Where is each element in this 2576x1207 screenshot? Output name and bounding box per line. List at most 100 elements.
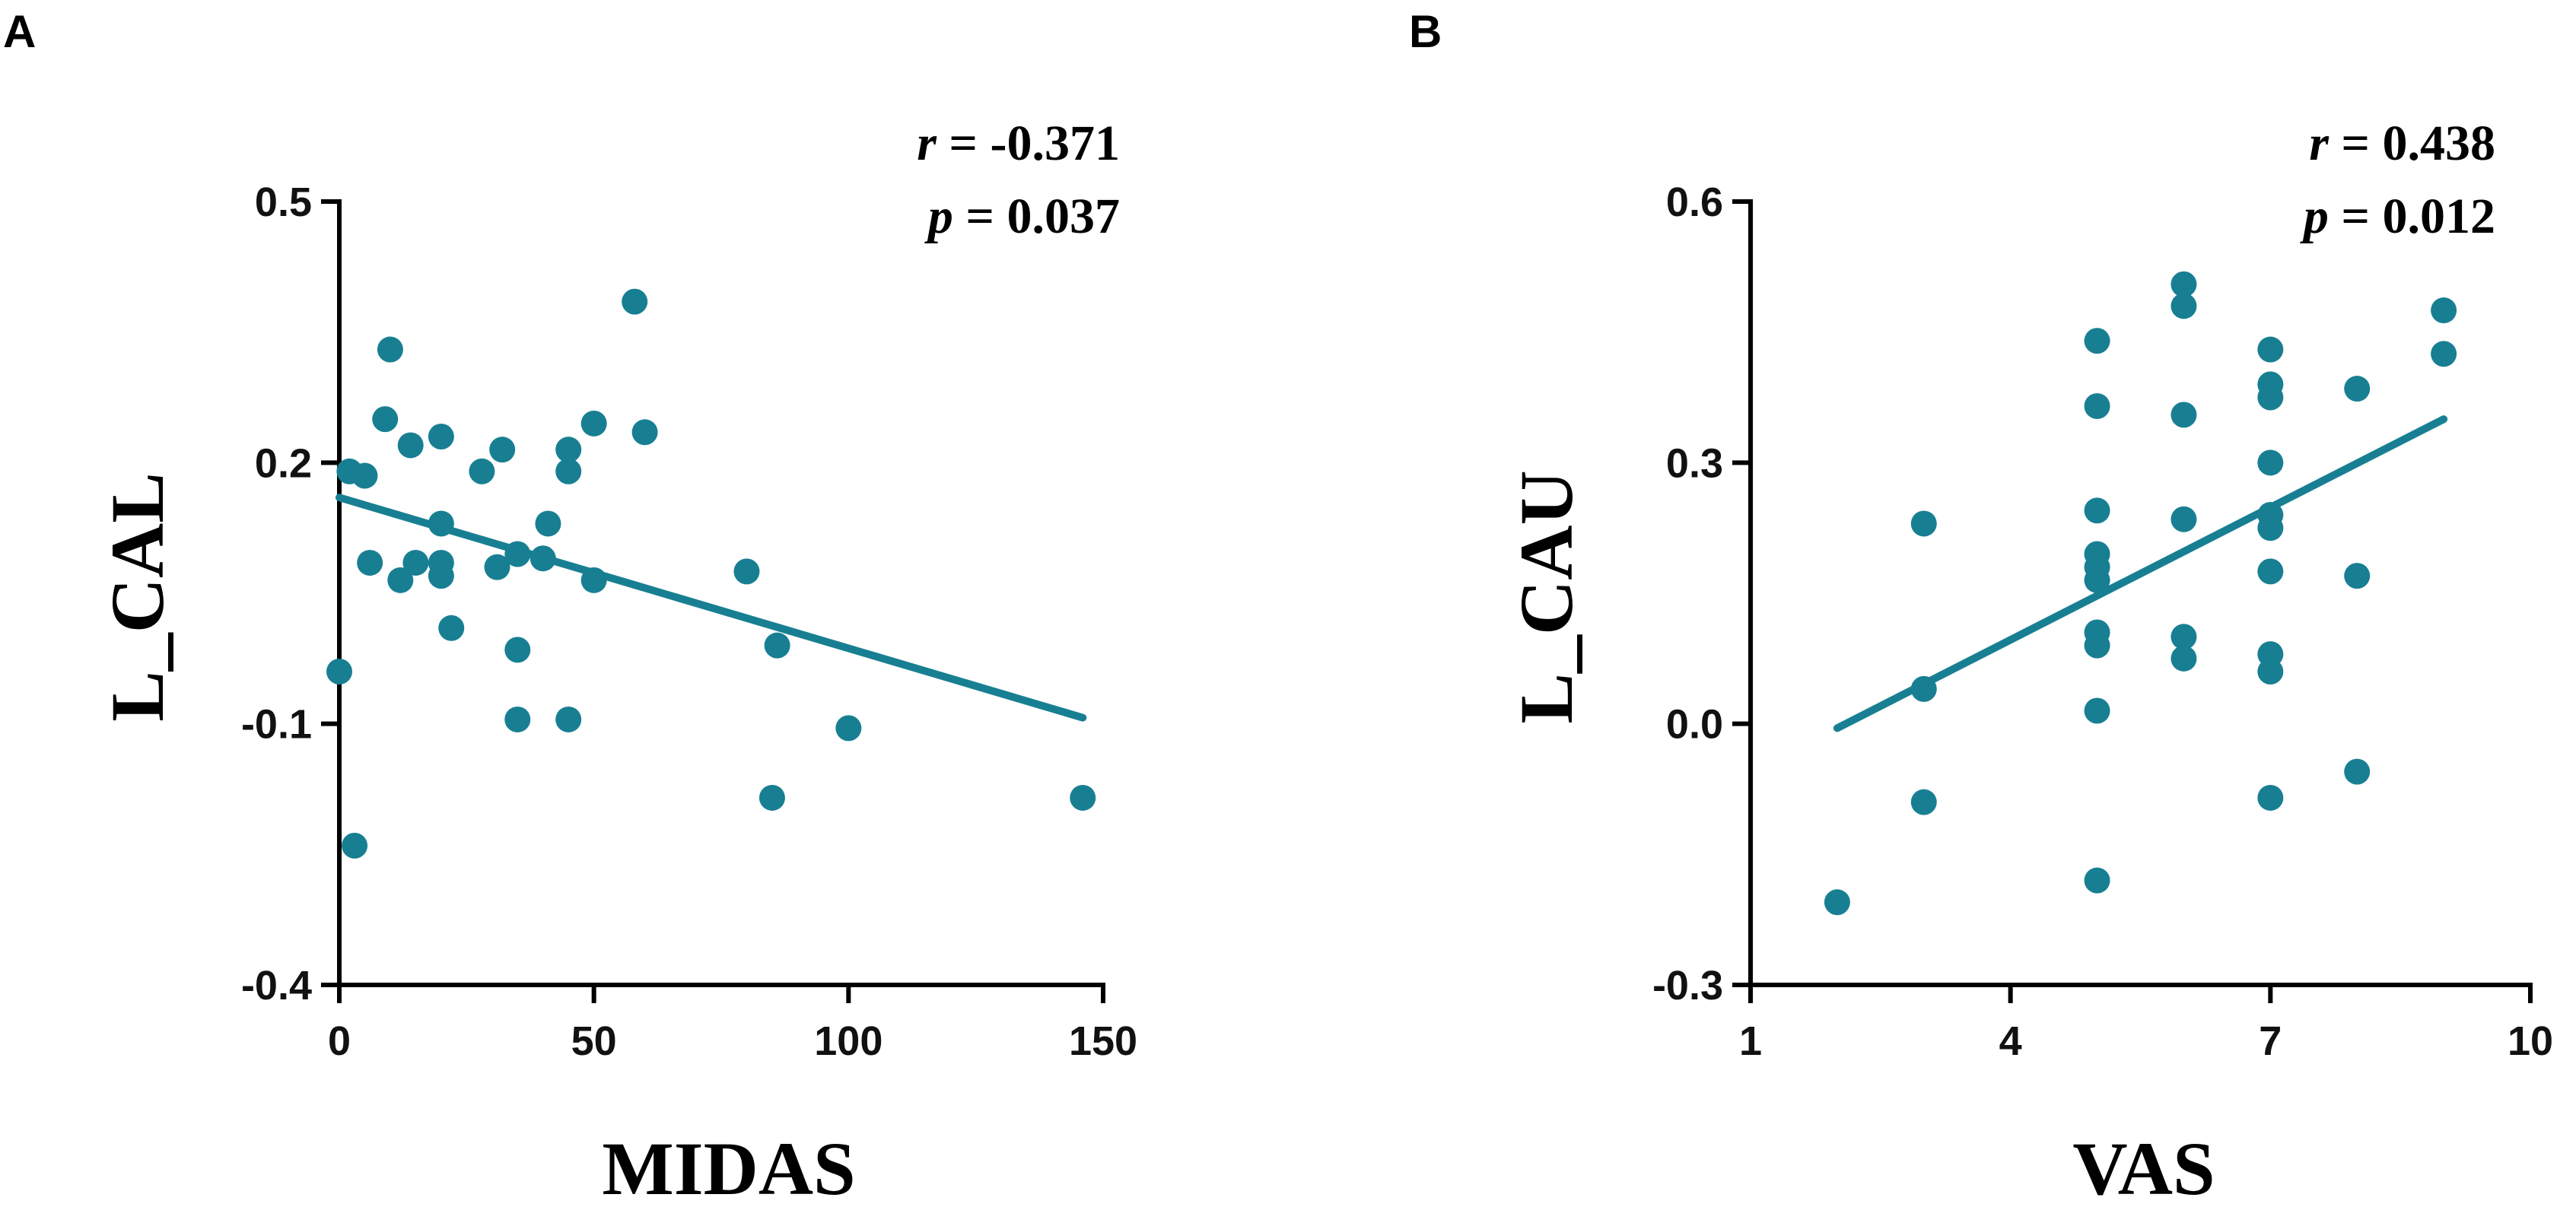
data-point [2257, 515, 2284, 542]
panel-label-a: A [3, 6, 36, 57]
data-point [2084, 867, 2110, 894]
y-axis-title-b: L_CAU [1504, 470, 1589, 723]
y-tick-label: 0.2 [255, 440, 312, 486]
data-point [530, 545, 556, 572]
data-point [2171, 624, 2197, 650]
data-point [622, 288, 648, 315]
y-tick-label: -0.4 [241, 963, 312, 1008]
p-value-a: p = 0.037 [924, 189, 1120, 244]
data-point [835, 715, 862, 742]
data-point [377, 336, 403, 363]
data-point [2257, 659, 2284, 684]
data-point [733, 558, 760, 585]
stats-annotation-a: r = -0.371 p = 0.037 [917, 116, 1120, 244]
fit-line-group-b [1833, 415, 2448, 732]
data-point [1070, 784, 1096, 811]
data-point [555, 458, 582, 484]
data-point [555, 706, 582, 732]
data-point [428, 563, 454, 589]
p-value-b: p = 0.012 [2300, 189, 2495, 244]
data-point [1910, 675, 1937, 702]
y-tick-label: 0.3 [1666, 440, 1723, 486]
data-point [351, 462, 378, 489]
data-point [2171, 293, 2197, 319]
data-point [2084, 328, 2110, 354]
data-point [2344, 563, 2371, 589]
data-point [387, 567, 414, 593]
data-point [469, 458, 495, 484]
data-point [2431, 341, 2457, 367]
stats-annotation-b: r = 0.438 p = 0.012 [2300, 116, 2495, 244]
data-point [402, 549, 429, 576]
data-point [631, 419, 658, 446]
x-tick-label: 100 [814, 1018, 883, 1064]
data-point [1910, 510, 1937, 537]
data-point [580, 567, 607, 593]
x-tick-label: 0 [328, 1018, 351, 1064]
ticks-b: 1 4 7 10 0.6 0.3 0.0 -0.3 [1652, 179, 2553, 1064]
data-point [428, 510, 454, 537]
y-axis-title-a: L_CAL [95, 472, 180, 722]
data-point [1910, 789, 1937, 815]
data-point [580, 410, 607, 437]
data-point [438, 615, 465, 641]
data-point [2257, 558, 2284, 585]
data-point [2257, 449, 2284, 476]
data-point [504, 637, 531, 663]
r-value-b: r = 0.438 [2309, 116, 2495, 171]
regression-line [336, 494, 1087, 722]
x-tick-label: 1 [1739, 1018, 1762, 1064]
data-point [2344, 758, 2371, 785]
data-point [2084, 632, 2110, 659]
data-point [342, 832, 368, 859]
data-point [555, 437, 582, 463]
y-tick-label: -0.3 [1652, 963, 1723, 1008]
data-point [326, 659, 352, 684]
data-point [372, 406, 399, 433]
data-point [2084, 697, 2110, 724]
data-point [504, 706, 531, 732]
regression-line [1833, 415, 2448, 732]
x-axis-title-a: MIDAS [602, 1126, 855, 1207]
panel-label-b: B [1409, 6, 1442, 57]
data-point [2257, 384, 2284, 411]
data-point [2257, 784, 2284, 811]
data-point [2431, 297, 2457, 324]
data-point [1824, 889, 1850, 916]
data-point [504, 541, 531, 567]
data-point [2084, 392, 2110, 419]
data-point [2344, 376, 2371, 402]
fit-line-group-a [336, 494, 1087, 722]
data-point [2257, 336, 2284, 363]
data-point [397, 432, 424, 459]
x-tick-label: 7 [2259, 1018, 2282, 1064]
data-point [2084, 567, 2110, 593]
data-point [428, 424, 454, 449]
ticks-a: 0 50 100 150 0.5 0.2 -0.1 -0.4 [241, 179, 1137, 1064]
data-point [357, 549, 383, 576]
data-point [484, 554, 510, 580]
y-tick-label: 0.0 [1666, 702, 1723, 748]
x-axis-title-b: VAS [2072, 1126, 2215, 1207]
data-point [2171, 271, 2197, 297]
data-point [758, 784, 785, 811]
y-tick-label: 0.6 [1666, 179, 1723, 225]
r-value-a: r = -0.371 [917, 116, 1120, 171]
x-tick-label: 10 [2508, 1018, 2553, 1064]
y-tick-label: -0.1 [241, 702, 312, 748]
data-point [2171, 402, 2197, 428]
panel-a: A r = -0.371 p = 0.037 0 50 100 150 0.5 0.2 -0… [3, 6, 1137, 1207]
data-point [764, 632, 790, 659]
data-point [2171, 506, 2197, 532]
points-a [326, 288, 1096, 859]
x-tick-label: 150 [1069, 1018, 1137, 1064]
data-point [489, 437, 516, 463]
panel-b: B r = 0.438 p = 0.012 1 4 7 10 0.6 0.3 0.0 -0.3… [1409, 6, 2553, 1207]
data-point [2084, 497, 2110, 524]
data-point [535, 510, 561, 537]
y-tick-label: 0.5 [255, 179, 312, 225]
x-tick-label: 4 [1999, 1018, 2022, 1064]
data-point [2171, 645, 2197, 672]
x-tick-label: 50 [571, 1018, 617, 1064]
